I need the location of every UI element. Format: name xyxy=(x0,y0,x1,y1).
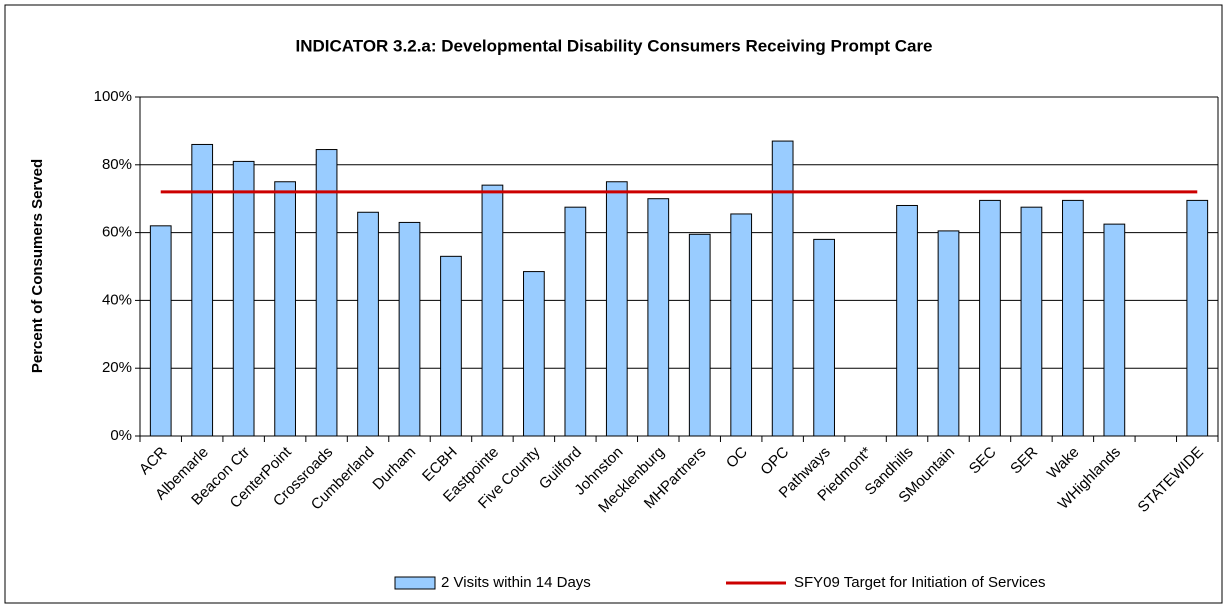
bar xyxy=(232,160,255,437)
legend-label: 2 Visits within 14 Days xyxy=(441,574,591,591)
bar xyxy=(813,238,835,437)
bar xyxy=(523,271,545,437)
y-axis-label: Percent of Consumers Served xyxy=(29,159,46,373)
bar xyxy=(1062,199,1084,437)
legend-swatch xyxy=(394,576,436,590)
y-tick-label: 20% xyxy=(102,359,132,376)
bar xyxy=(440,255,462,437)
bar xyxy=(647,198,670,437)
bar xyxy=(1103,223,1126,437)
bar xyxy=(274,181,296,437)
y-tick-label: 100% xyxy=(94,88,132,105)
y-tick-label: 60% xyxy=(102,224,132,241)
legend-label: SFY09 Target for Initiation of Services xyxy=(794,574,1046,591)
bar xyxy=(191,143,214,437)
bar xyxy=(605,181,628,437)
y-tick-label: 0% xyxy=(110,427,132,444)
bar xyxy=(481,184,504,437)
bar xyxy=(398,221,421,437)
bar xyxy=(937,230,960,437)
bar xyxy=(1020,206,1043,437)
y-tick-label: 40% xyxy=(102,291,132,308)
bar xyxy=(1186,199,1209,437)
bar xyxy=(896,204,918,437)
bar xyxy=(564,206,587,437)
bar xyxy=(357,211,379,437)
bar xyxy=(979,199,1001,437)
y-tick-label: 80% xyxy=(102,156,132,173)
bar xyxy=(730,213,753,437)
bar xyxy=(688,233,711,437)
bar xyxy=(771,140,794,437)
bar xyxy=(149,225,172,437)
chart-title: INDICATOR 3.2.a: Developmental Disabilit… xyxy=(295,36,932,55)
bar xyxy=(315,149,338,437)
